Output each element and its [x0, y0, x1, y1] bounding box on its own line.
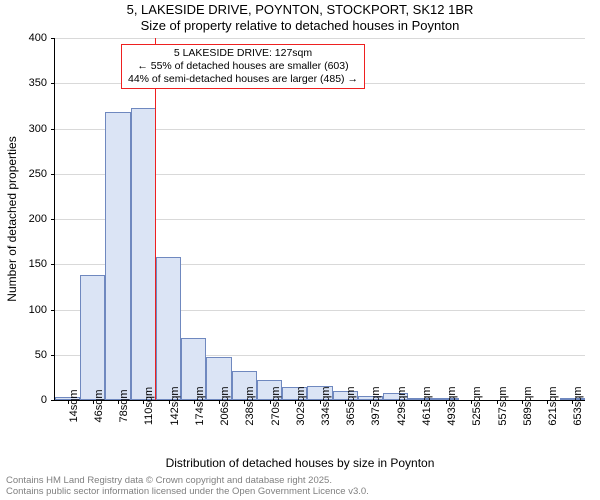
xtick-label: 46sqm [93, 389, 105, 422]
xtick-label: 461sqm [421, 386, 433, 425]
chart-container: 5, LAKESIDE DRIVE, POYNTON, STOCKPORT, S… [0, 0, 600, 500]
ytick-label: 250 [29, 168, 47, 180]
histogram-bar [105, 112, 130, 400]
xtick-label: 110sqm [143, 387, 155, 425]
histogram-bar [80, 275, 105, 400]
chart-title-line1: 5, LAKESIDE DRIVE, POYNTON, STOCKPORT, S… [0, 2, 600, 17]
xtick-label: 174sqm [194, 386, 206, 425]
ytick-mark [51, 174, 55, 175]
xtick-label: 365sqm [345, 386, 357, 425]
ytick-mark [51, 310, 55, 311]
ytick-mark [51, 38, 55, 39]
xtick-label: 14sqm [68, 389, 80, 422]
ytick-mark [51, 83, 55, 84]
xtick-label: 238sqm [244, 386, 256, 425]
xtick-label: 397sqm [370, 386, 382, 425]
ytick-label: 0 [41, 394, 47, 406]
xtick-label: 525sqm [471, 386, 483, 425]
y-axis-label: Number of detached properties [5, 136, 19, 301]
xtick-label: 589sqm [522, 386, 534, 425]
xtick-label: 78sqm [118, 389, 130, 422]
ytick-mark [51, 219, 55, 220]
histogram-bar [156, 257, 181, 400]
ytick-mark [51, 355, 55, 356]
xtick-label: 557sqm [497, 386, 509, 425]
xtick-label: 429sqm [396, 386, 408, 425]
ytick-mark [51, 264, 55, 265]
xtick-label: 334sqm [320, 386, 332, 425]
marker-line [155, 38, 156, 400]
annotation-line2: ← 55% of detached houses are smaller (60… [128, 60, 358, 73]
xtick-label: 206sqm [219, 386, 231, 425]
attribution-line2: Contains public sector information licen… [6, 487, 369, 498]
ytick-label: 50 [35, 349, 47, 361]
xtick-label: 302sqm [295, 386, 307, 425]
xtick-label: 270sqm [270, 386, 282, 425]
chart-title-line2: Size of property relative to detached ho… [0, 18, 600, 33]
ytick-label: 350 [29, 77, 47, 89]
x-axis-label: Distribution of detached houses by size … [0, 456, 600, 470]
xtick-label: 621sqm [547, 386, 559, 425]
gridline [55, 38, 585, 39]
ytick-label: 200 [29, 213, 47, 225]
ytick-label: 300 [29, 123, 47, 135]
plot-area: 05010015020025030035040014sqm46sqm78sqm1… [54, 38, 585, 401]
attribution-text: Contains HM Land Registry data © Crown c… [6, 476, 369, 498]
annotation-box: 5 LAKESIDE DRIVE: 127sqm← 55% of detache… [121, 44, 365, 89]
ytick-mark [51, 400, 55, 401]
xtick-label: 142sqm [169, 386, 181, 425]
ytick-label: 100 [29, 304, 47, 316]
annotation-line3: 44% of semi-detached houses are larger (… [128, 73, 358, 86]
annotation-line1: 5 LAKESIDE DRIVE: 127sqm [128, 47, 358, 60]
xtick-label: 653sqm [572, 386, 584, 425]
xtick-label: 493sqm [446, 386, 458, 425]
ytick-mark [51, 129, 55, 130]
ytick-label: 150 [29, 258, 47, 270]
ytick-label: 400 [29, 32, 47, 44]
histogram-bar [131, 108, 156, 400]
